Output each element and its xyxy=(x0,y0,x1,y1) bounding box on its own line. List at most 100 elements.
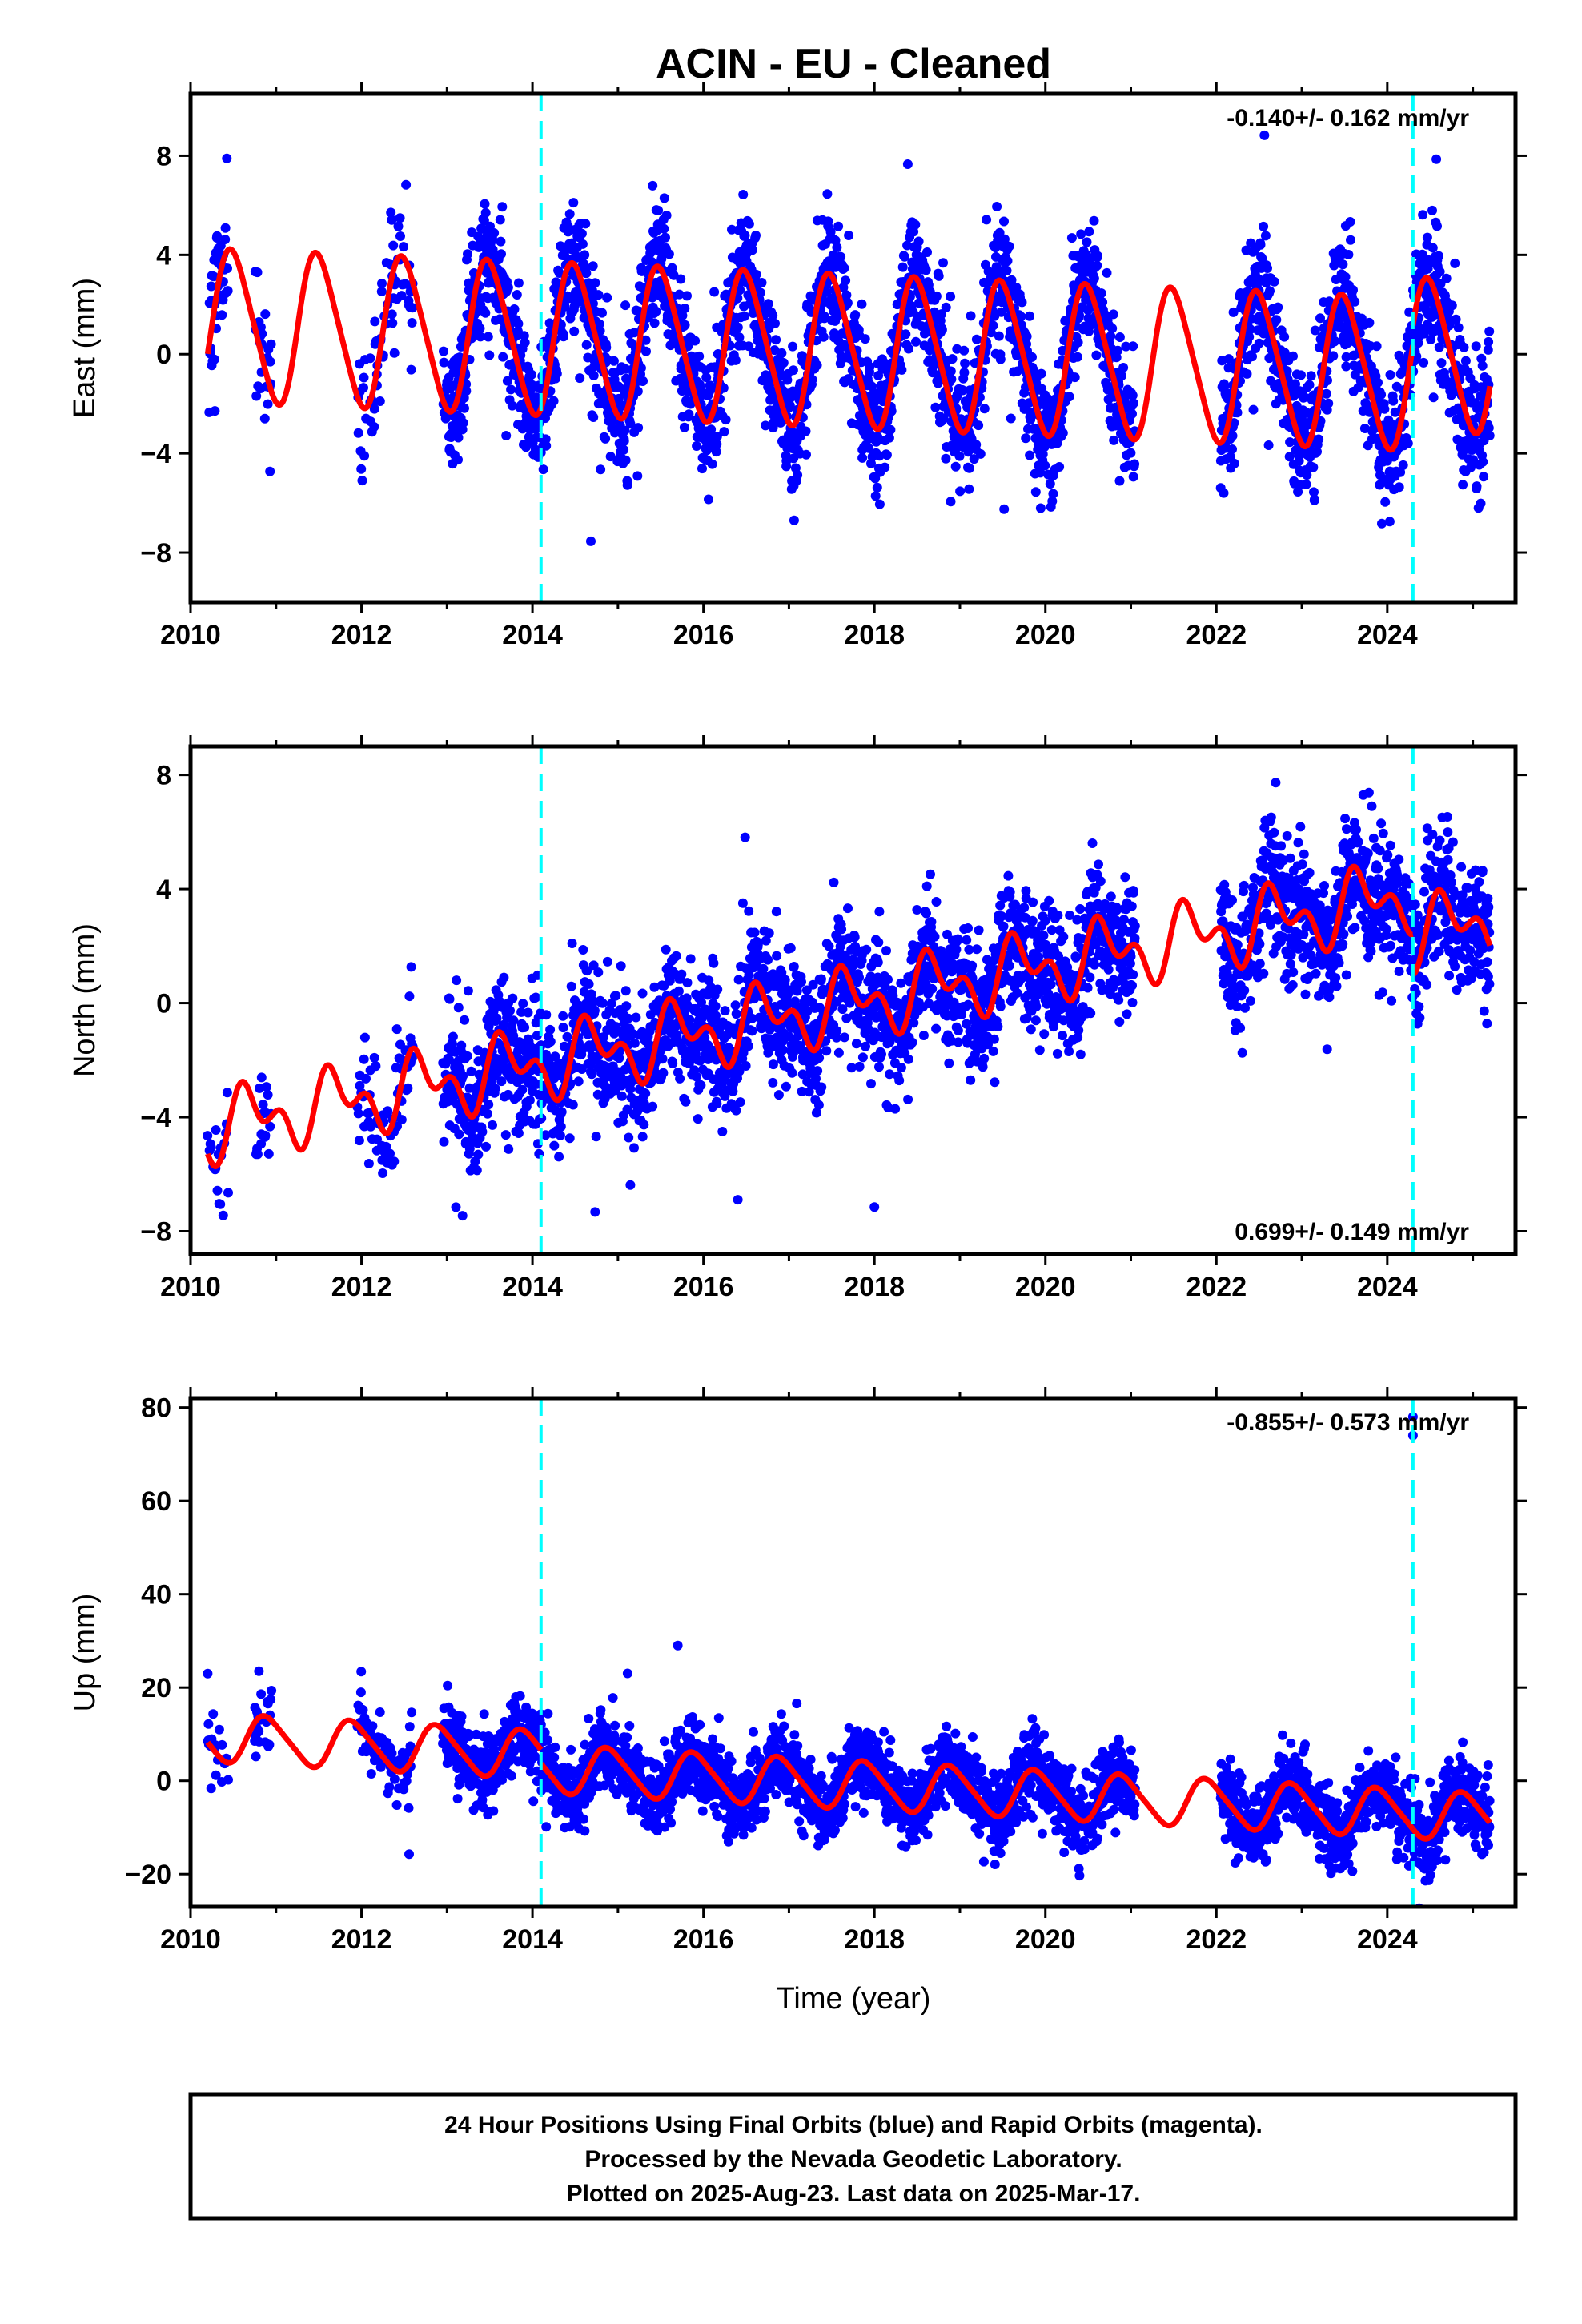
data-point xyxy=(217,310,227,320)
data-point xyxy=(378,1168,388,1178)
data-point xyxy=(619,436,629,446)
data-point xyxy=(453,432,464,443)
data-point xyxy=(1121,341,1131,352)
data-point xyxy=(1306,371,1316,381)
data-point xyxy=(359,1054,369,1064)
data-point xyxy=(821,1046,832,1056)
data-point xyxy=(1483,344,1493,355)
data-point xyxy=(371,1061,381,1072)
data-point xyxy=(907,1037,917,1047)
data-point xyxy=(938,413,949,424)
data-point xyxy=(580,219,591,229)
data-point xyxy=(1259,221,1269,231)
data-point xyxy=(817,1082,827,1092)
data-point xyxy=(590,1207,600,1217)
data-point xyxy=(501,431,512,440)
data-point xyxy=(857,1052,868,1063)
data-point xyxy=(749,927,760,938)
data-point xyxy=(1478,456,1488,467)
data-point xyxy=(479,215,489,226)
data-point xyxy=(454,1129,464,1140)
data-point xyxy=(857,452,868,463)
data-point xyxy=(861,944,872,955)
data-point xyxy=(633,423,644,433)
data-point xyxy=(439,1136,449,1147)
data-point xyxy=(620,455,631,465)
y-tick-label: 4 xyxy=(156,240,171,271)
data-point xyxy=(1052,438,1062,448)
data-point xyxy=(1279,332,1290,342)
data-point xyxy=(560,301,570,312)
data-point xyxy=(591,1132,601,1142)
data-point xyxy=(849,932,860,943)
data-point xyxy=(813,1066,823,1076)
data-point xyxy=(1092,260,1102,271)
data-point xyxy=(531,992,541,1003)
data-point xyxy=(616,1091,627,1101)
data-point xyxy=(740,832,750,842)
data-point xyxy=(823,216,833,227)
data-point xyxy=(211,1125,221,1135)
data-point xyxy=(674,289,685,300)
data-point xyxy=(721,415,731,425)
data-point xyxy=(1054,462,1065,472)
data-point xyxy=(992,202,1002,211)
data-point xyxy=(734,332,745,343)
data-point xyxy=(709,287,720,297)
data-point xyxy=(1434,251,1443,261)
data-point xyxy=(789,962,799,971)
data-point xyxy=(472,1165,482,1176)
data-point xyxy=(1371,341,1382,352)
data-point xyxy=(453,1003,464,1013)
data-point xyxy=(842,298,853,308)
data-point xyxy=(897,364,907,375)
data-point xyxy=(620,364,631,374)
data-point xyxy=(971,334,982,344)
data-point xyxy=(1376,389,1387,400)
data-point xyxy=(508,993,518,1003)
data-point xyxy=(600,433,611,444)
data-point xyxy=(707,459,717,469)
data-point xyxy=(499,972,509,983)
data-point xyxy=(616,961,626,971)
data-point xyxy=(694,351,705,361)
data-point xyxy=(1128,472,1138,482)
data-point xyxy=(1232,408,1243,418)
data-point xyxy=(500,1130,511,1140)
data-point xyxy=(504,1144,514,1154)
data-point xyxy=(865,362,875,372)
data-point xyxy=(959,345,970,356)
data-point xyxy=(261,1082,271,1092)
data-point xyxy=(1108,309,1118,320)
data-point xyxy=(1384,517,1395,527)
data-point xyxy=(778,358,789,368)
data-point xyxy=(619,444,629,455)
data-point xyxy=(580,250,590,260)
data-point xyxy=(854,1061,865,1072)
data-point xyxy=(632,471,643,481)
data-point xyxy=(1106,331,1116,341)
data-point xyxy=(789,515,799,525)
data-point xyxy=(692,441,702,451)
data-point xyxy=(503,283,513,292)
data-point xyxy=(1035,468,1046,478)
data-point xyxy=(575,373,585,384)
data-point xyxy=(1314,434,1324,444)
data-point xyxy=(458,1071,468,1081)
data-point xyxy=(680,304,690,313)
data-point xyxy=(971,440,982,450)
data-point xyxy=(496,249,506,259)
data-point xyxy=(768,310,778,320)
data-point xyxy=(1127,390,1138,400)
data-point xyxy=(1418,210,1428,220)
y-tick-label: 0 xyxy=(156,340,171,370)
data-point xyxy=(621,1001,632,1011)
data-point xyxy=(999,504,1010,514)
data-point xyxy=(787,1068,797,1078)
data-point xyxy=(1450,258,1460,268)
data-point xyxy=(946,374,957,384)
data-point xyxy=(982,215,992,225)
data-point xyxy=(597,998,608,1008)
data-point xyxy=(833,1047,844,1058)
data-point xyxy=(1045,479,1055,489)
